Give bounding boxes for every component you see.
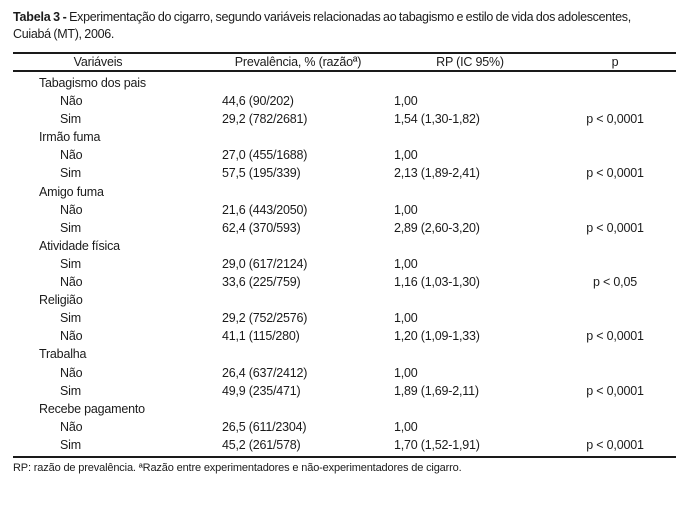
rp-cell: 1,16 (1,03-1,30) bbox=[394, 275, 480, 290]
table-row: Não 44,6 (90/202) 1,00 bbox=[13, 92, 676, 110]
table-row: Sim 29,0 (617/2124) 1,00 bbox=[13, 255, 676, 273]
table-caption-line1: Tabela 3 - Experimentação do cigarro, se… bbox=[13, 10, 631, 24]
group-label: Atividade física bbox=[39, 238, 120, 253]
column-header-rp: RP (IC 95%) bbox=[436, 55, 504, 69]
group-label: Amigo fuma bbox=[39, 184, 104, 199]
table-row: Não 41,1 (115/280) 1,20 (1,09-1,33) p < … bbox=[13, 327, 676, 345]
data-table: Variáveis Prevalência, % (razãoª) RP (IC… bbox=[13, 52, 676, 458]
p-value-cell: p < 0,05 bbox=[593, 275, 637, 290]
group-label: Religião bbox=[39, 293, 83, 308]
row-level-cell: Não bbox=[60, 329, 83, 344]
prevalence-cell: 45,2 (261/578) bbox=[222, 437, 301, 452]
rp-cell: 1,54 (1,30-1,82) bbox=[394, 112, 480, 127]
table-caption-label: Tabela 3 - bbox=[13, 10, 67, 24]
p-value-cell: p < 0,0001 bbox=[586, 112, 644, 127]
rp-cell: 1,89 (1,69-2,11) bbox=[394, 383, 479, 398]
rp-cell: 1,00 bbox=[394, 311, 418, 326]
group-row-amigo-fuma: Amigo fuma bbox=[13, 183, 676, 201]
group-label: Tabagismo dos pais bbox=[39, 76, 146, 90]
table-row: Sim 29,2 (782/2681) 1,54 (1,30-1,82) p <… bbox=[13, 110, 676, 128]
group-row-tabagismo-dos-pais: Tabagismo dos pais bbox=[13, 74, 676, 92]
prevalence-cell: 29,2 (752/2576) bbox=[222, 311, 308, 326]
row-level-cell: Não bbox=[60, 94, 83, 109]
table-row: Sim 45,2 (261/578) 1,70 (1,52-1,91) p < … bbox=[13, 436, 676, 454]
group-row-irmao-fuma: Irmão fuma bbox=[13, 128, 676, 146]
row-level-cell: Não bbox=[60, 419, 83, 434]
table-caption-line2: Cuiabá (MT), 2006. bbox=[13, 27, 115, 41]
group-row-religiao: Religião bbox=[13, 291, 676, 309]
row-level-cell: Sim bbox=[60, 220, 81, 235]
rp-cell: 1,00 bbox=[394, 365, 418, 380]
column-header-variaveis: Variáveis bbox=[73, 55, 123, 69]
table-caption-text: Experimentação do cigarro, segundo variá… bbox=[69, 10, 631, 24]
table-header-row: Variáveis Prevalência, % (razãoª) RP (IC… bbox=[13, 52, 676, 72]
column-header-p: p bbox=[611, 55, 619, 69]
rp-cell: 1,70 (1,52-1,91) bbox=[394, 437, 480, 452]
table-body: Tabagismo dos pais Não 44,6 (90/202) 1,0… bbox=[13, 72, 676, 458]
row-level-cell: Sim bbox=[60, 437, 81, 452]
rp-cell: 1,00 bbox=[394, 94, 418, 109]
row-level-cell: Sim bbox=[60, 112, 81, 127]
table-row: Sim 62,4 (370/593) 2,89 (2,60-3,20) p < … bbox=[13, 219, 676, 237]
prevalence-cell: 27,0 (455/1688) bbox=[222, 148, 308, 163]
p-value-cell: p < 0,0001 bbox=[586, 383, 644, 398]
table-row: Sim 49,9 (235/471) 1,89 (1,69-2,11) p < … bbox=[13, 382, 676, 400]
group-row-atividade-fisica: Atividade física bbox=[13, 237, 676, 255]
prevalence-cell: 26,4 (637/2412) bbox=[222, 365, 308, 380]
p-value-cell: p < 0,0001 bbox=[586, 437, 644, 452]
p-value-cell: p < 0,0001 bbox=[586, 220, 644, 235]
row-level-cell: Não bbox=[60, 365, 83, 380]
group-row-recebe-pagamento: Recebe pagamento bbox=[13, 400, 676, 418]
prevalence-cell: 41,1 (115/280) bbox=[222, 329, 300, 344]
table-row: Não 33,6 (225/759) 1,16 (1,03-1,30) p < … bbox=[13, 273, 676, 291]
prevalence-cell: 44,6 (90/202) bbox=[222, 94, 294, 109]
row-level-cell: Sim bbox=[60, 383, 81, 398]
prevalence-cell: 29,2 (782/2681) bbox=[222, 112, 308, 127]
rp-cell: 1,00 bbox=[394, 419, 418, 434]
rp-cell: 1,00 bbox=[394, 148, 418, 163]
group-label: Recebe pagamento bbox=[39, 401, 145, 416]
table-footnote: RP: razão de prevalência. ªRazão entre e… bbox=[13, 462, 462, 474]
row-level-cell: Não bbox=[60, 275, 83, 290]
column-header-prevalencia: Prevalência, % (razãoª) bbox=[234, 55, 362, 69]
rp-cell: 1,20 (1,09-1,33) bbox=[394, 329, 480, 344]
p-value-cell: p < 0,0001 bbox=[586, 329, 644, 344]
prevalence-cell: 29,0 (617/2124) bbox=[222, 256, 308, 271]
prevalence-cell: 57,5 (195/339) bbox=[222, 166, 301, 181]
rp-cell: 1,00 bbox=[394, 202, 418, 217]
table-row: Sim 57,5 (195/339) 2,13 (1,89-2,41) p < … bbox=[13, 164, 676, 182]
prevalence-cell: 26,5 (611/2304) bbox=[222, 419, 307, 434]
group-label: Irmão fuma bbox=[39, 130, 101, 145]
prevalence-cell: 62,4 (370/593) bbox=[222, 220, 301, 235]
table-row: Sim 29,2 (752/2576) 1,00 bbox=[13, 309, 676, 327]
group-row-trabalha: Trabalha bbox=[13, 345, 676, 363]
table-row: Não 26,5 (611/2304) 1,00 bbox=[13, 418, 676, 436]
rp-cell: 1,00 bbox=[394, 256, 418, 271]
prevalence-cell: 49,9 (235/471) bbox=[222, 383, 301, 398]
table-row: Não 26,4 (637/2412) 1,00 bbox=[13, 364, 676, 382]
table-row: Não 21,6 (443/2050) 1,00 bbox=[13, 201, 676, 219]
prevalence-cell: 33,6 (225/759) bbox=[222, 275, 301, 290]
row-level-cell: Não bbox=[60, 148, 83, 163]
row-level-cell: Não bbox=[60, 202, 83, 217]
row-level-cell: Sim bbox=[60, 166, 81, 181]
p-value-cell: p < 0,0001 bbox=[586, 166, 644, 181]
table-caption: Tabela 3 - Experimentação do cigarro, se… bbox=[13, 9, 681, 43]
rp-cell: 2,13 (1,89-2,41) bbox=[394, 166, 480, 181]
row-level-cell: Sim bbox=[60, 256, 81, 271]
prevalence-cell: 21,6 (443/2050) bbox=[222, 202, 308, 217]
group-label: Trabalha bbox=[39, 347, 87, 362]
rp-cell: 2,89 (2,60-3,20) bbox=[394, 220, 480, 235]
table-row: Não 27,0 (455/1688) 1,00 bbox=[13, 146, 676, 164]
row-level-cell: Sim bbox=[60, 311, 81, 326]
